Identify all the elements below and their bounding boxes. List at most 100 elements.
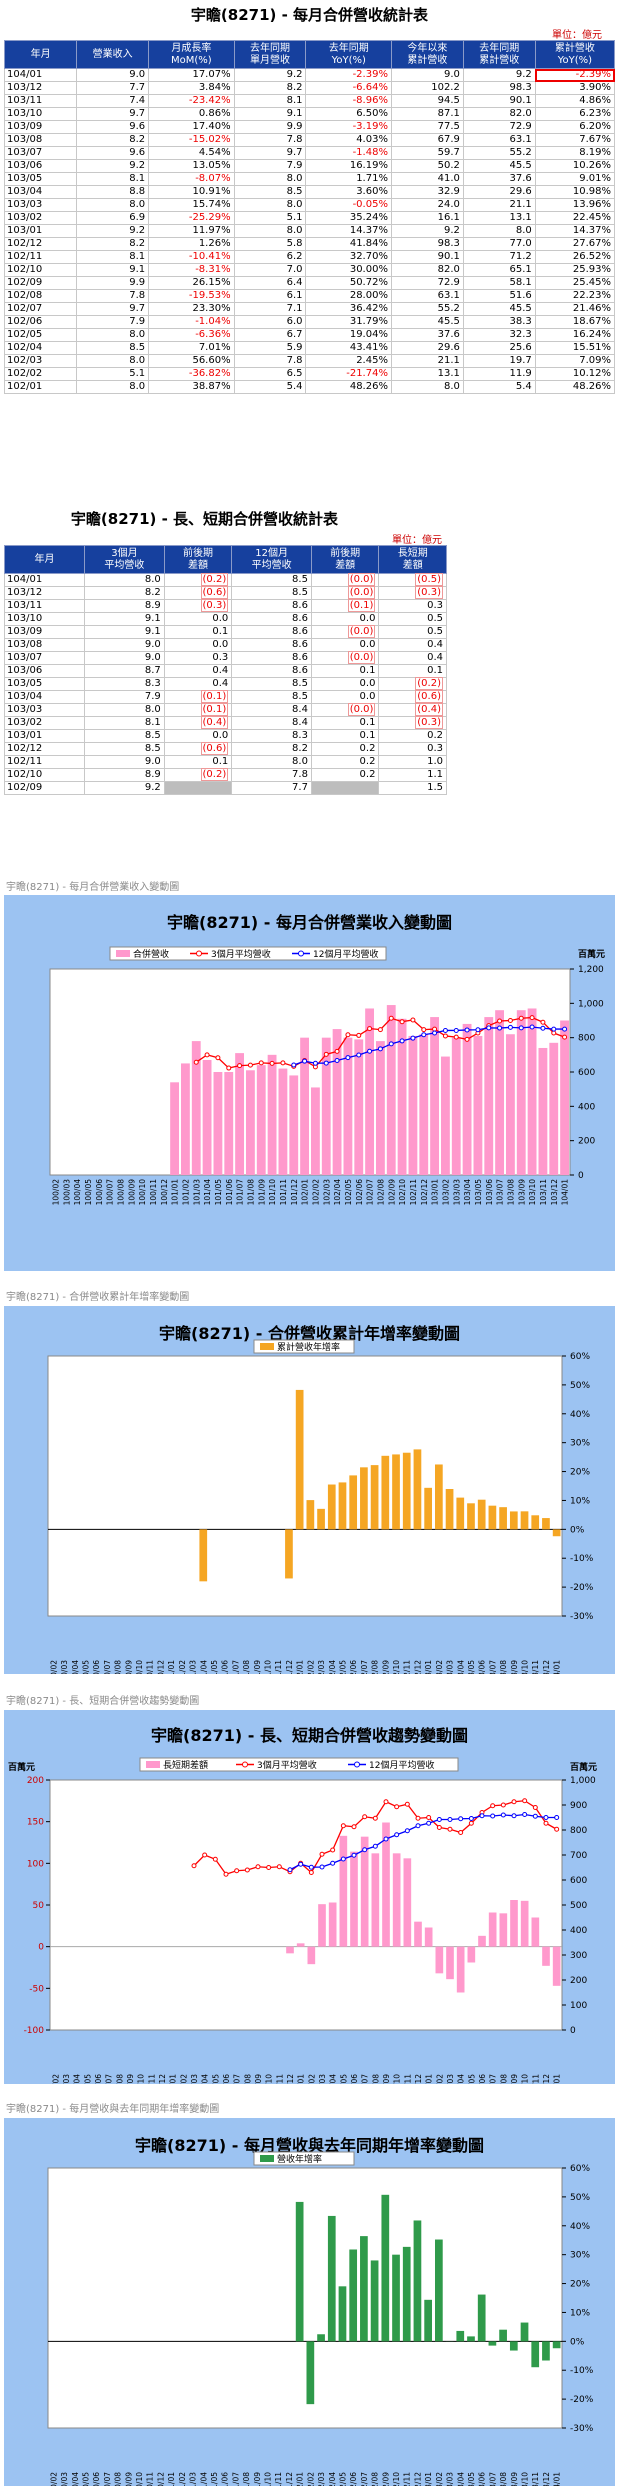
revenue-bar xyxy=(278,1068,288,1175)
table-cell: 9.2 xyxy=(462,68,536,82)
table-cell: 22.45% xyxy=(534,211,616,225)
table-row: 102/08 7.8 -19.53% 6.1 28.00% 63.1 51.6 22.23% xyxy=(3,289,616,303)
avg12-line-point xyxy=(464,1027,470,1033)
avg3-line-point xyxy=(276,1864,282,1870)
growth-bar xyxy=(392,1454,400,1530)
header-cell: 3個月 平均營收 xyxy=(84,545,165,574)
revenue-bar xyxy=(365,1008,374,1175)
table-cell: 103/01 xyxy=(3,729,86,743)
avg12-line-point xyxy=(421,1032,427,1038)
avg12-line-point xyxy=(404,1828,410,1834)
table-cell: 8.0 xyxy=(390,380,464,394)
avg12-line-point xyxy=(367,1048,373,1054)
gap-bar xyxy=(392,1853,401,1947)
y-tick-label-right: 200 xyxy=(570,1976,587,1986)
table-cell: 72.9 xyxy=(462,120,536,134)
table-cell: 25.6 xyxy=(462,341,536,355)
table-cell: 8.19% xyxy=(534,146,616,160)
table-cell: 8.0 xyxy=(233,172,307,186)
avg3-line-point xyxy=(334,1048,340,1054)
x-tick-label: 103/08 xyxy=(499,2472,508,2486)
y-tick-label-right: 600 xyxy=(570,1876,587,1886)
table-row: 103/10 9.7 0.86% 9.1 6.50% 87.1 82.0 6.23% xyxy=(3,107,616,121)
revenue-bar xyxy=(419,1034,429,1175)
table-cell: 48.26% xyxy=(305,380,392,394)
table-cell: 51.6 xyxy=(462,289,536,303)
x-tick-label: 100/09 xyxy=(126,2074,135,2084)
x-tick-label: 102/12 xyxy=(414,2074,423,2084)
table-cell: 0.0 xyxy=(163,612,233,626)
x-tick-label: 101/02 xyxy=(179,2074,188,2084)
legend-label: 營收年增率 xyxy=(277,2153,322,2165)
table-cell: 9.7 xyxy=(76,107,150,121)
growth-bar xyxy=(509,1511,518,1530)
table-cell: 8.9 xyxy=(84,768,165,782)
negative-value: (0.2) xyxy=(200,768,229,781)
table-cell: (0.0) xyxy=(310,703,380,717)
x-tick-label: 100/07 xyxy=(103,1660,112,1674)
table-cell: 37.6 xyxy=(390,328,464,342)
avg3-line-point xyxy=(383,1799,389,1805)
avg3-line-point xyxy=(269,1060,275,1066)
table-row: 102/03 8.0 56.60% 7.8 2.45% 21.1 19.7 7.09% xyxy=(3,354,616,368)
table-cell: 13.1 xyxy=(390,367,464,381)
revenue-bar xyxy=(386,1005,396,1175)
x-tick-label: 101/03 xyxy=(192,1179,201,1206)
x-tick-label: 103/11 xyxy=(531,1660,540,1674)
table-row: 102/04 8.5 7.01% 5.9 43.41% 29.6 25.6 15.51% xyxy=(3,341,616,355)
table-cell: 10.91% xyxy=(148,185,235,199)
gap-bar xyxy=(552,1946,561,1986)
table-cell: 0.5 xyxy=(378,612,447,626)
table-cell: 8.0 xyxy=(84,573,165,587)
avg3-line-point xyxy=(323,1051,329,1057)
table-cell: (0.1) xyxy=(163,703,233,717)
table-cell: (0.0) xyxy=(310,625,380,639)
growth-bar xyxy=(402,2246,411,2342)
table-cell: 5.1 xyxy=(76,367,150,381)
header-cell: 營業收入 xyxy=(76,40,150,69)
table-cell: 8.3 xyxy=(84,677,165,691)
avg3-line-point xyxy=(255,1864,261,1870)
x-tick-label: 100/09 xyxy=(124,2472,133,2486)
x-tick-label: 102/02 xyxy=(307,2074,316,2084)
table-cell: -2.39% xyxy=(305,68,392,82)
table-cell: 8.6 xyxy=(231,599,312,613)
revenue-bar xyxy=(191,1041,201,1175)
table-cell: 8.5 xyxy=(231,677,312,691)
table-cell: 0.4 xyxy=(378,651,447,665)
table-cell: 6.50% xyxy=(305,107,392,121)
table-cell: 8.5 xyxy=(233,185,307,199)
gap-bar xyxy=(382,1822,390,1947)
table-cell: 103/11 xyxy=(3,94,78,108)
table-cell: 29.6 xyxy=(462,185,536,199)
x-tick-label: 103/02 xyxy=(435,2074,444,2084)
x-tick-label: 103/11 xyxy=(531,2472,540,2486)
table-cell: 8.2 xyxy=(231,742,312,756)
revenue-bar xyxy=(332,1029,342,1175)
y-tick-label: 50% xyxy=(570,2193,590,2203)
table-cell: -6.64% xyxy=(305,81,392,95)
table-cell: 103/10 xyxy=(3,107,78,121)
avg3-line-point xyxy=(345,1032,351,1038)
y-tick-label-left: 50 xyxy=(33,1901,45,1911)
gap-bar xyxy=(307,1946,316,1965)
avg12-line-point xyxy=(388,1041,394,1047)
table-cell: 2.45% xyxy=(305,354,392,368)
y-tick-label-right: 100 xyxy=(570,2001,587,2011)
table-cell: 7.8 xyxy=(233,354,307,368)
table-cell: 0.2 xyxy=(310,768,380,782)
chart1-panel: 宇瞻(8271) - 每月合併營業收入變動圖 合併營收 3個月平均營收 12個月平均… xyxy=(4,895,615,1271)
avg3-line-point xyxy=(458,1830,464,1835)
table-cell: 13.05% xyxy=(148,159,235,173)
gap-bar xyxy=(510,1900,518,1947)
revenue-bar xyxy=(289,1075,299,1175)
x-tick-label: 102/07 xyxy=(360,1660,369,1674)
table-row: 103/09 9.1 0.1 8.6 (0.0) 0.5 xyxy=(3,625,447,639)
avg3-line-point xyxy=(234,1868,240,1874)
gap-bar xyxy=(542,1946,550,1966)
x-tick-label: 100/12 xyxy=(160,1179,169,1206)
table-cell: 0.4 xyxy=(163,677,233,691)
x-tick-label: 100/04 xyxy=(73,2074,82,2084)
table-cell: 8.0 xyxy=(84,703,165,717)
x-tick-label: 100/08 xyxy=(115,2074,124,2084)
